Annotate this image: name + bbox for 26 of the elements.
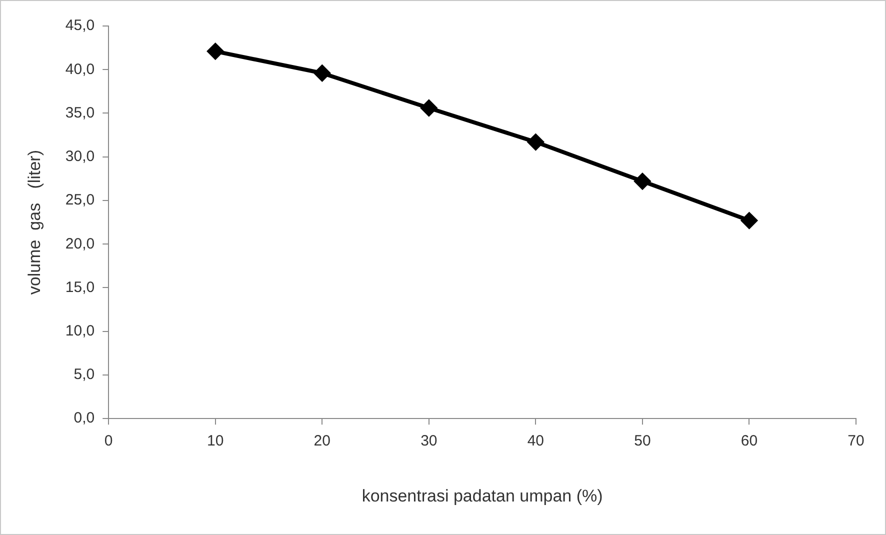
- y-tick-label: 5,0: [74, 366, 95, 384]
- y-tick-label: 30,0: [65, 148, 95, 166]
- x-axis-title: konsentrasi padatan umpan (%): [362, 486, 603, 506]
- point: [528, 134, 544, 150]
- y-tick-label: 25,0: [65, 192, 95, 209]
- x-tick-label: 50: [634, 432, 651, 450]
- point: [420, 100, 437, 116]
- y-tick-label: 40,0: [65, 60, 95, 78]
- x-tick-label: 40: [527, 432, 544, 450]
- y-tick-label: 0,0: [74, 410, 95, 427]
- point: [634, 173, 650, 190]
- x-tick-label: 30: [420, 432, 438, 450]
- x-tick-label: 10: [207, 432, 224, 450]
- y-axis-title: volume gas (liter): [24, 150, 44, 295]
- x-tick-label: 20: [314, 432, 330, 450]
- y-tick-label: 45,0: [65, 17, 95, 34]
- y-tick-label: 35,0: [65, 104, 95, 122]
- point: [207, 43, 224, 60]
- x-tick-label: 70: [848, 432, 864, 450]
- x-tick-label: 60: [740, 432, 758, 450]
- x-tick-label: 0: [104, 432, 113, 450]
- y-tick-label: 15,0: [65, 278, 95, 296]
- point: [741, 212, 758, 229]
- y-tick-label: 10,0: [65, 322, 95, 340]
- y-tick-label: 20,0: [65, 235, 95, 252]
- point: [314, 65, 330, 82]
